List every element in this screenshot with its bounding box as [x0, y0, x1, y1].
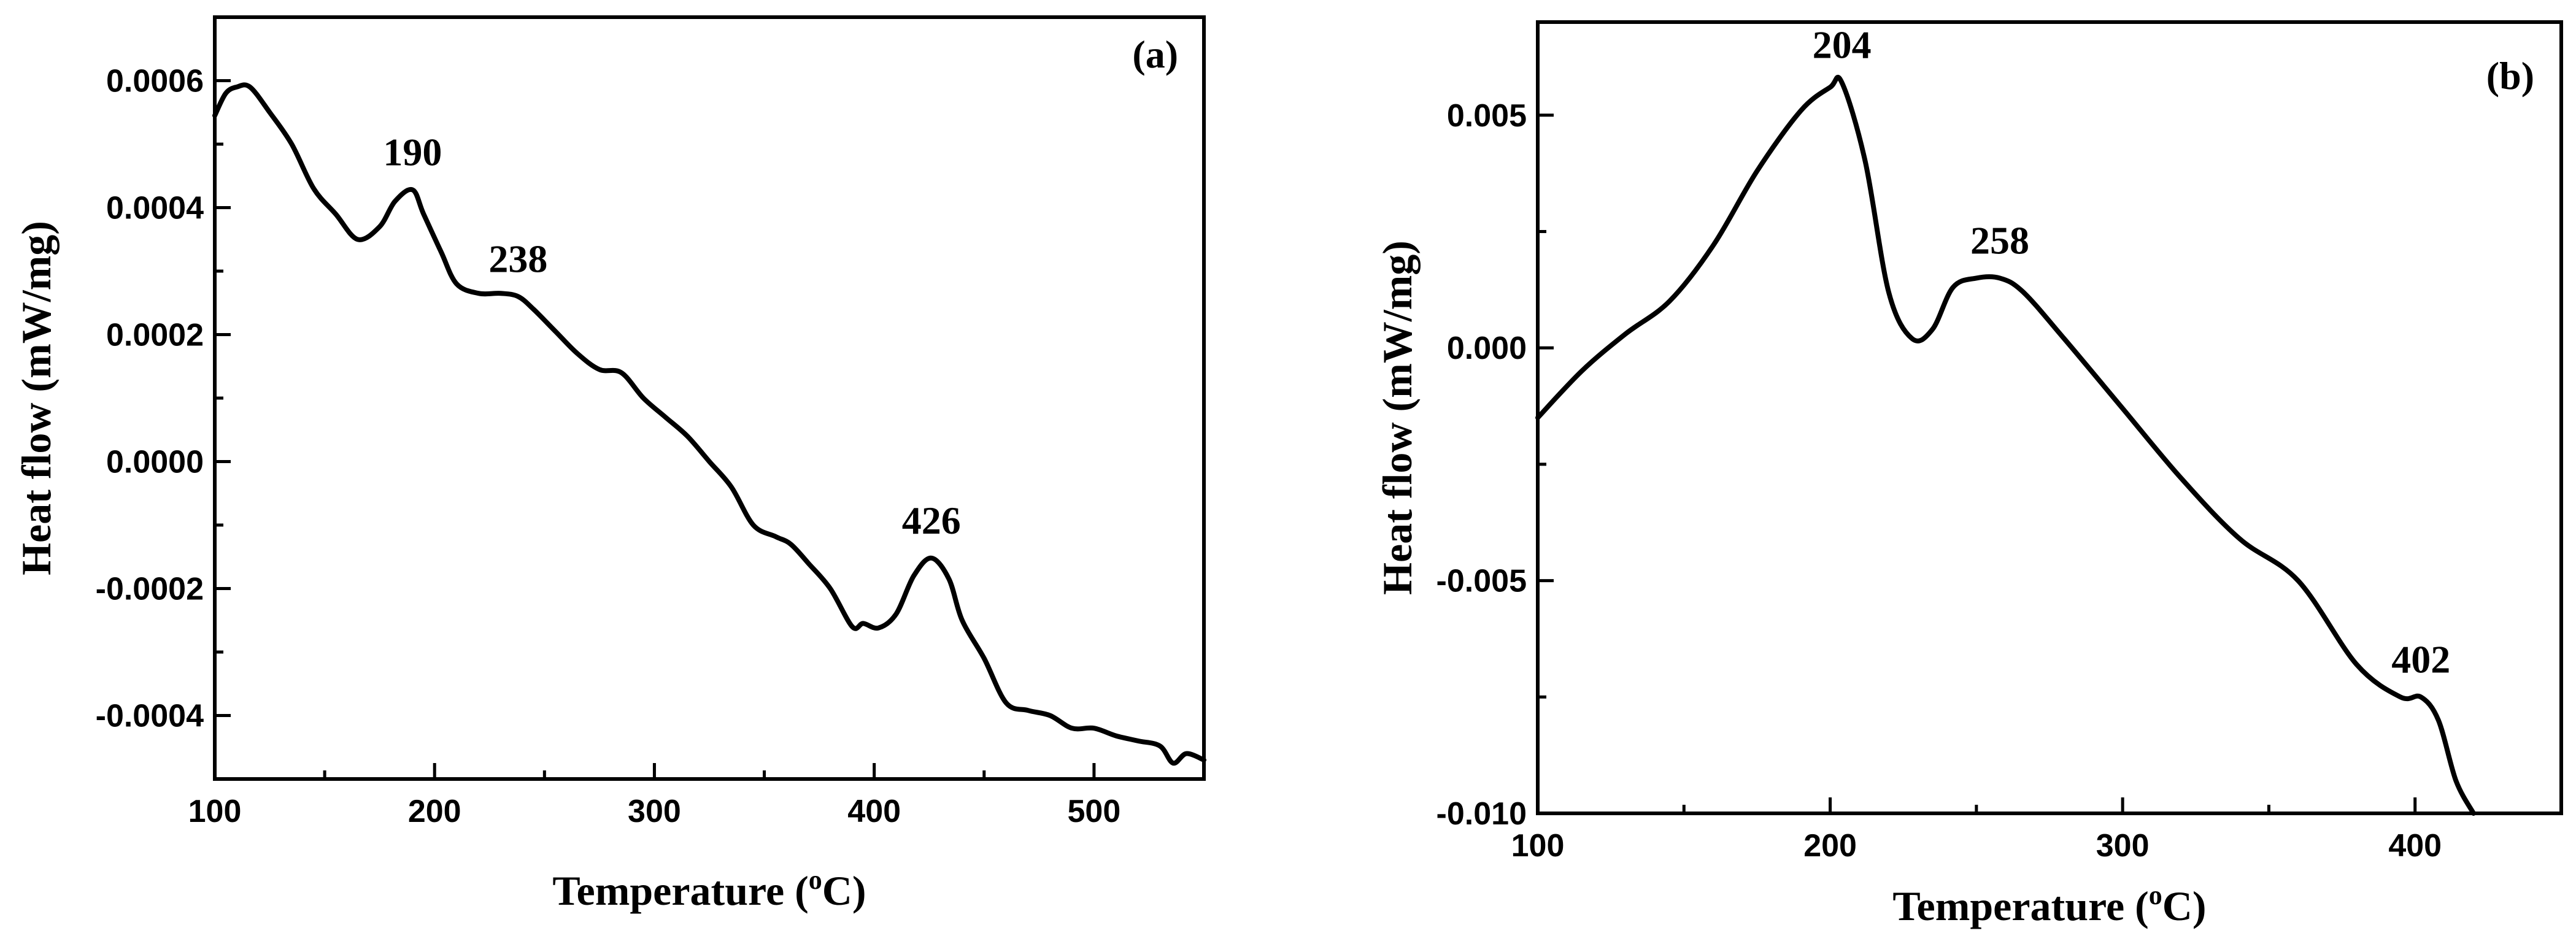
x-tick-label: 400	[847, 794, 901, 829]
chart-panel-b: 100 200 300 400 -0.010 -0.005 0.000 0.005 204 25…	[1374, 20, 2563, 929]
y-tick-label: -0.010	[1436, 796, 1527, 832]
y-tick-label: 0.000	[1447, 331, 1527, 366]
x-tick-label: 100	[1511, 828, 1565, 864]
panel-label-b: (b)	[2486, 54, 2534, 98]
plot-frame-b	[1536, 20, 2563, 815]
y-tick-label: -0.0002	[96, 572, 204, 607]
peak-label: 402	[2391, 637, 2450, 681]
peak-label: 204	[1813, 23, 1872, 67]
x-axis-title-b: Temperature (oC)	[1892, 880, 2206, 929]
x-tick-label: 300	[2096, 828, 2150, 864]
peak-annotations-b: 204 258 402	[1813, 23, 2451, 681]
x-tick-label: 500	[1068, 794, 1121, 829]
y-tick-label: 0.0002	[106, 318, 204, 353]
peak-label: 190	[383, 131, 442, 174]
y-tick-label: 0.0006	[106, 64, 204, 99]
y-axis-title-b: Heat flow (mW/mg)	[1374, 240, 1421, 595]
x-tick-label: 200	[408, 794, 461, 829]
y-tick-label: 0.005	[1447, 98, 1527, 134]
ticks-b: 100 200 300 400 -0.010 -0.005 0.000 0.005	[1436, 98, 2442, 864]
y-tick-label: -0.005	[1436, 564, 1527, 599]
heat-flow-curve-a	[212, 82, 1206, 766]
peak-annotations-a: 190 238 426	[383, 131, 960, 542]
peak-label: 426	[902, 499, 961, 542]
plot-frame-a	[213, 15, 1206, 781]
x-axis-title-a: Temperature (oC)	[552, 865, 866, 914]
y-tick-label: 0.0004	[106, 191, 204, 226]
y-tick-label: 0.0000	[106, 445, 204, 480]
heat-flow-curve-b	[1535, 75, 2476, 816]
y-axis-title-a: Heat flow (mW/mg)	[13, 221, 60, 575]
x-tick-label: 400	[2388, 828, 2442, 864]
x-tick-label: 200	[1803, 828, 1857, 864]
peak-label: 238	[488, 237, 547, 280]
x-tick-label: 100	[188, 794, 242, 829]
chart-panel-a: 100 200 300 400 500 -0.0004 -0.0002 0.0000 0.000…	[13, 15, 1206, 914]
ticks-a: 100 200 300 400 500 -0.0004 -0.0002 0.0000 0.000…	[96, 64, 1121, 830]
panel-label-a: (a)	[1132, 33, 1178, 76]
x-tick-label: 300	[628, 794, 681, 829]
peak-label: 258	[1970, 218, 2029, 262]
y-tick-label: -0.0004	[96, 699, 204, 734]
